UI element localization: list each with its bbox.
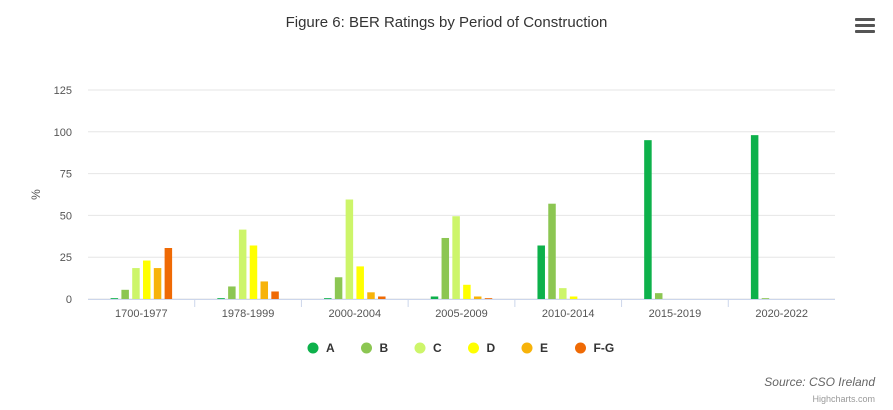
bar-b[interactable] [761, 298, 770, 299]
source-note: Source: CSO Ireland [764, 375, 875, 389]
chart-title: Figure 6: BER Ratings by Period of Const… [285, 14, 608, 31]
legend-swatch[interactable] [521, 342, 533, 354]
bar-a[interactable] [430, 296, 439, 299]
legend-item-label[interactable]: A [326, 341, 335, 355]
legend-item-label[interactable]: E [540, 341, 548, 355]
bar-c[interactable] [345, 199, 354, 299]
bar-fg[interactable] [164, 248, 173, 299]
bar-b[interactable] [334, 277, 343, 299]
x-tick-label: 2000-2004 [328, 308, 381, 320]
bar-b[interactable] [441, 237, 450, 299]
legend-item-label[interactable]: F-G [594, 341, 615, 355]
y-tick-label: 25 [60, 252, 72, 264]
y-tick-label: 125 [54, 85, 72, 97]
legend-swatch[interactable] [575, 342, 586, 354]
bar-a[interactable] [644, 140, 652, 299]
bar-d[interactable] [463, 284, 471, 299]
bar-b[interactable] [121, 289, 129, 299]
legend-item-label[interactable]: C [433, 341, 442, 355]
bar-b[interactable] [654, 293, 663, 299]
bar-e[interactable] [367, 292, 375, 299]
bar-d[interactable] [569, 296, 578, 299]
bar-b[interactable] [548, 203, 556, 299]
y-axis-label: % [29, 189, 43, 200]
x-tick-label: 2015-2019 [649, 308, 702, 320]
x-tick-label: 2020-2022 [755, 308, 808, 320]
bar-a[interactable] [750, 135, 759, 299]
bar-a[interactable] [217, 298, 225, 299]
bar-a[interactable] [537, 245, 545, 299]
y-tick-label: 100 [54, 127, 72, 139]
bar-a[interactable] [110, 298, 119, 299]
bar-a[interactable] [324, 298, 332, 299]
legend-swatch[interactable] [307, 342, 319, 354]
bar-d[interactable] [249, 245, 258, 299]
hamburger-menu-icon[interactable] [855, 18, 875, 36]
bar-b[interactable] [228, 286, 236, 299]
legend-item-label[interactable]: B [380, 341, 389, 355]
y-tick-label: 50 [60, 210, 72, 222]
bar-c[interactable] [559, 288, 567, 299]
legend-swatch[interactable] [414, 342, 426, 354]
legend-item-label[interactable]: D [487, 341, 496, 355]
bar-c[interactable] [452, 216, 460, 299]
bar-fg[interactable] [378, 296, 386, 299]
legend-swatch[interactable] [468, 342, 479, 354]
bar-c[interactable] [132, 268, 140, 299]
credits-link[interactable]: Highcharts.com [812, 394, 875, 404]
bar-d[interactable] [356, 266, 364, 299]
x-tick-label: 2010-2014 [542, 308, 595, 320]
bar-d[interactable] [143, 260, 151, 299]
bar-c[interactable] [238, 229, 247, 299]
bar-fg[interactable] [484, 298, 493, 299]
bar-e[interactable] [153, 268, 162, 299]
bar-fg[interactable] [271, 291, 279, 299]
legend-swatch[interactable] [361, 342, 372, 354]
x-tick-label: 1978-1999 [222, 308, 275, 320]
bar-e[interactable] [473, 296, 482, 299]
x-tick-label: 1700-1977 [115, 308, 168, 320]
bar-e[interactable] [260, 281, 269, 299]
y-tick-label: 75 [60, 169, 72, 181]
x-tick-label: 2005-2009 [435, 308, 488, 320]
y-tick-label: 0 [66, 294, 72, 306]
